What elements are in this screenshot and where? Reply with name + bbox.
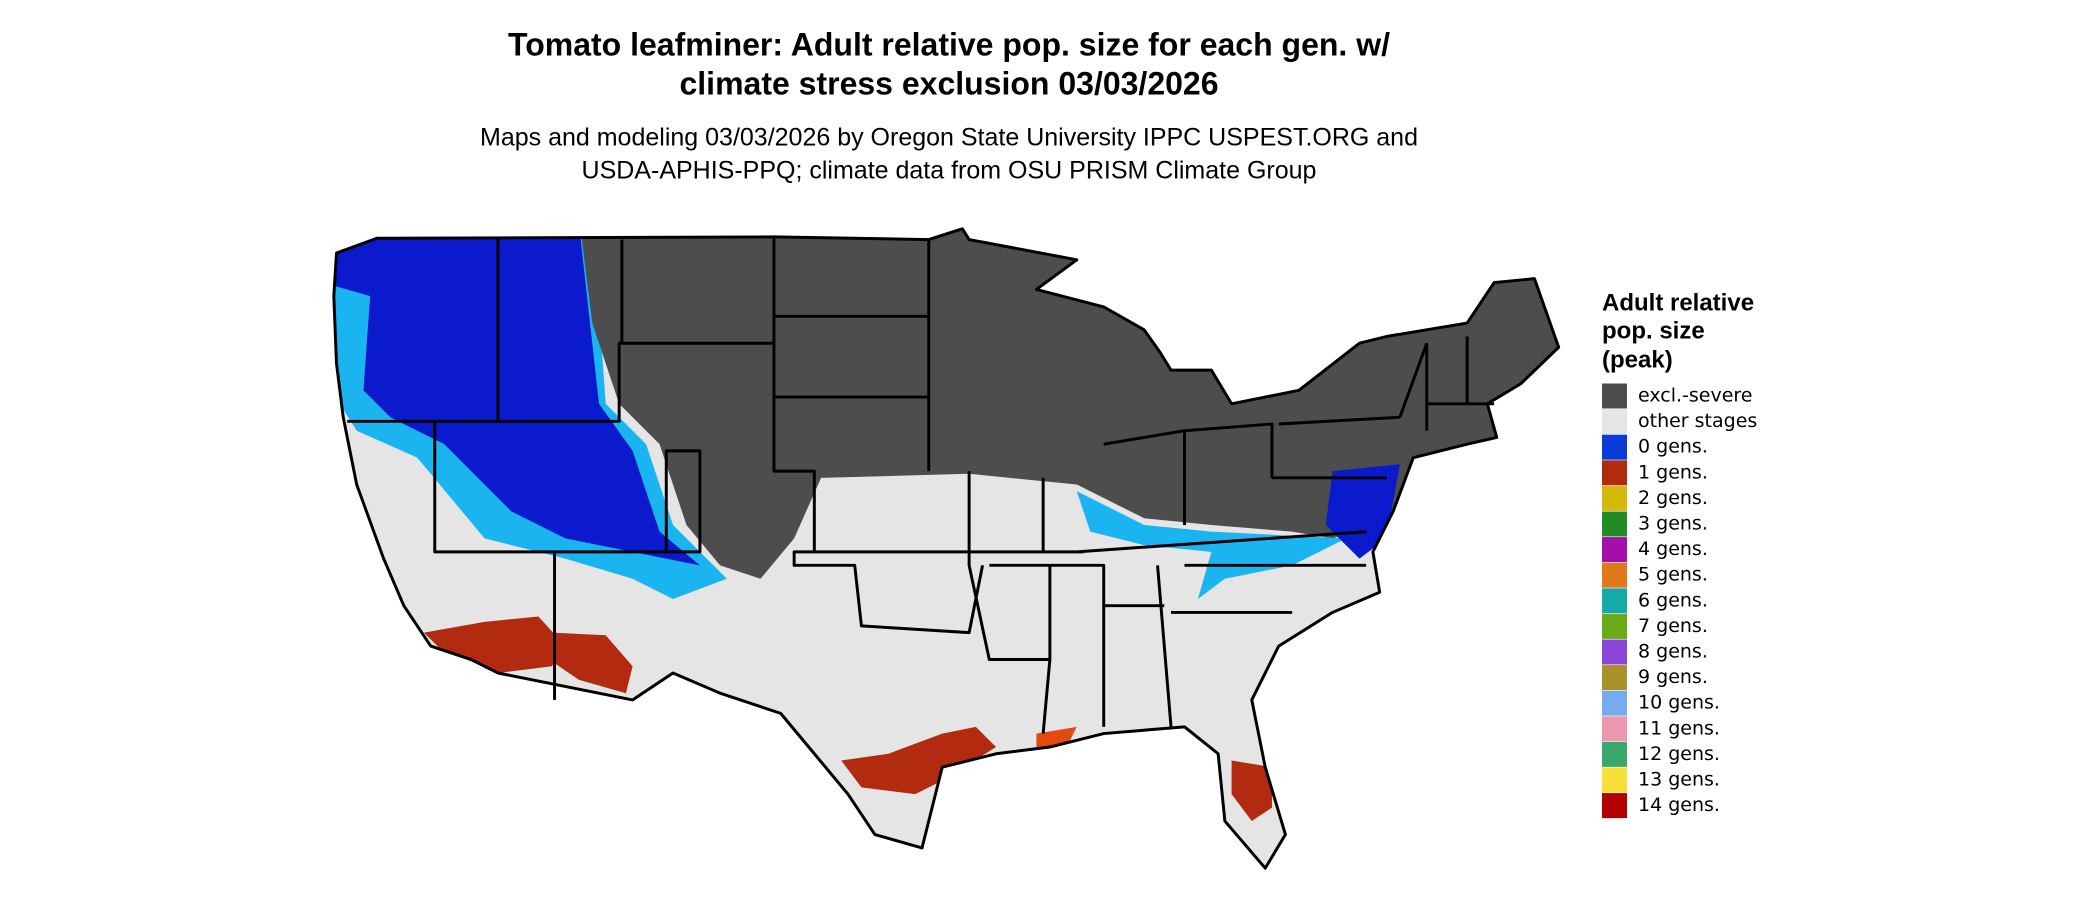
legend-label: other stages [1638, 410, 1757, 432]
legend-title: pop. size [1602, 317, 1705, 344]
legend-label: 12 gens. [1638, 743, 1720, 765]
map [332, 227, 1561, 870]
legend-label: 10 gens. [1638, 692, 1720, 714]
legend-label: 6 gens. [1638, 589, 1708, 611]
legend-title: Adult relative [1602, 289, 1754, 316]
legend-label: 7 gens. [1638, 615, 1708, 637]
legend-swatch [1602, 511, 1627, 537]
legend-label: 5 gens. [1638, 564, 1708, 586]
legend-swatch [1602, 690, 1627, 716]
legend-swatch [1602, 665, 1627, 691]
legend-label: 13 gens. [1638, 769, 1720, 791]
legend-swatch [1602, 562, 1627, 588]
legend-swatch [1602, 716, 1627, 742]
legend-label: excl.-severe [1638, 385, 1753, 407]
legend-title: (peak) [1602, 346, 1673, 373]
legend-swatch [1602, 485, 1627, 511]
legend-swatch [1602, 741, 1627, 767]
legend: Adult relative pop. size (peak) excl.-se… [1602, 289, 1757, 819]
legend-swatch [1602, 793, 1627, 819]
legend-swatch [1602, 537, 1627, 563]
legend-label: 1 gens. [1638, 461, 1708, 483]
title-line: Tomato leafminer: Adult relative pop. si… [508, 26, 1390, 62]
legend-label: 11 gens. [1638, 717, 1720, 739]
legend-label: 14 gens. [1638, 794, 1720, 816]
subtitle-line: Maps and modeling 03/03/2026 by Oregon S… [480, 124, 1418, 152]
legend-label: 4 gens. [1638, 538, 1708, 560]
subtitle-line: USDA-APHIS-PPQ; climate data from OSU PR… [582, 157, 1317, 185]
legend-swatch [1602, 409, 1627, 435]
legend-label: 9 gens. [1638, 666, 1708, 688]
legend-swatch [1602, 588, 1627, 614]
legend-label: 2 gens. [1638, 487, 1708, 509]
legend-label: 0 gens. [1638, 436, 1708, 458]
legend-swatch [1602, 639, 1627, 665]
legend-swatch [1602, 613, 1627, 639]
legend-swatch [1602, 434, 1627, 460]
legend-label: 3 gens. [1638, 513, 1708, 535]
legend-swatch [1602, 460, 1627, 486]
legend-swatch [1602, 383, 1627, 409]
legend-swatch [1602, 767, 1627, 793]
title-line: climate stress exclusion 03/03/2026 [679, 65, 1218, 101]
legend-label: 8 gens. [1638, 641, 1708, 663]
